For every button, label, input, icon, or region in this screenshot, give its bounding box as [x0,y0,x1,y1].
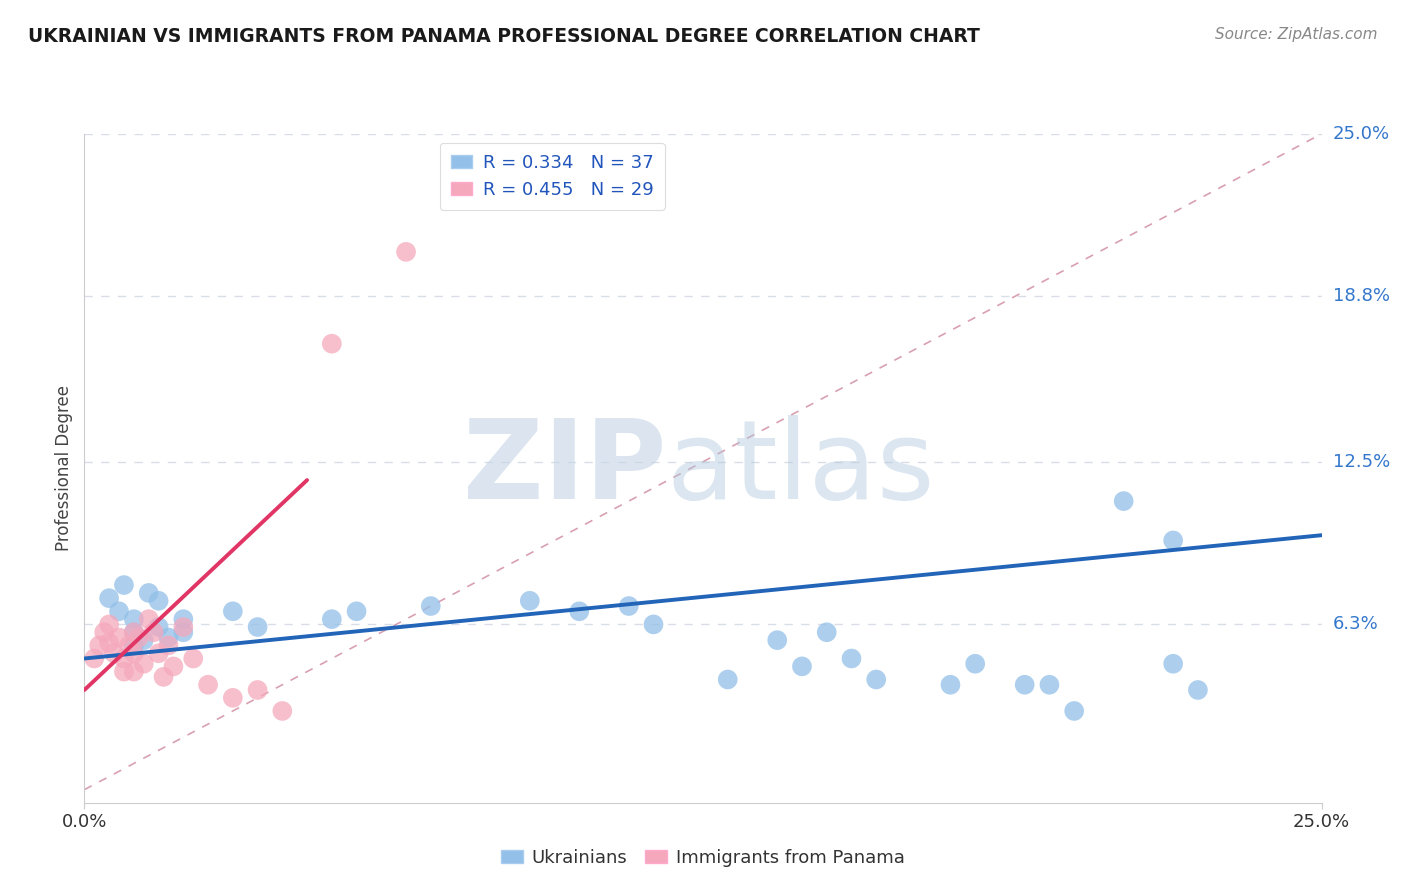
Point [122,625,145,640]
Point [138,586,160,600]
Point [222,690,245,705]
Point [1112,494,1135,508]
Point [152,670,174,684]
Point [122,612,145,626]
Point [172,612,194,626]
Point [222,604,245,618]
Point [157,639,180,653]
Point [138,612,160,626]
Point [148,594,170,608]
Point [98,617,121,632]
Point [1038,678,1060,692]
Point [815,625,838,640]
Point [132,633,155,648]
Point [766,633,789,648]
Text: 12.5%: 12.5% [1333,453,1391,471]
Point [181,651,204,665]
Point [122,639,145,653]
Point [128,631,150,645]
Point [939,678,962,692]
Point [93,625,115,640]
Point [1187,683,1209,698]
Point [865,673,887,687]
Point [419,599,441,613]
Point [148,646,170,660]
Point [132,657,155,671]
Point [98,636,121,650]
Point [246,620,269,634]
Legend: Ukrainians, Immigrants from Panama: Ukrainians, Immigrants from Panama [494,842,912,874]
Text: 6.3%: 6.3% [1333,615,1378,633]
Legend: R = 0.334   N = 37, R = 0.455   N = 29: R = 0.334 N = 37, R = 0.455 N = 29 [440,143,665,210]
Text: 18.8%: 18.8% [1333,287,1389,305]
Point [643,617,665,632]
Point [1063,704,1085,718]
Point [841,651,863,665]
Point [617,599,640,613]
Point [790,659,813,673]
Point [142,625,165,640]
Text: atlas: atlas [666,415,935,522]
Point [89,639,111,653]
Point [321,612,343,626]
Point [717,673,740,687]
Point [172,625,194,640]
Point [197,678,219,692]
Point [112,651,135,665]
Point [965,657,987,671]
Point [519,594,541,608]
Point [108,631,131,645]
Point [122,646,145,660]
Point [122,625,145,640]
Point [1161,657,1184,671]
Point [103,646,125,660]
Point [271,704,294,718]
Point [172,620,194,634]
Y-axis label: Professional Degree: Professional Degree [55,385,73,551]
Point [321,336,343,351]
Point [162,659,184,673]
Point [122,665,145,679]
Point [108,604,131,618]
Text: ZIP: ZIP [463,415,666,522]
Point [1014,678,1036,692]
Text: 25.0%: 25.0% [1333,125,1391,143]
Point [395,244,418,259]
Point [83,651,105,665]
Point [112,665,135,679]
Point [246,683,269,698]
Text: UKRAINIAN VS IMMIGRANTS FROM PANAMA PROFESSIONAL DEGREE CORRELATION CHART: UKRAINIAN VS IMMIGRANTS FROM PANAMA PROF… [28,27,980,45]
Point [346,604,368,618]
Point [98,591,121,606]
Point [568,604,591,618]
Text: Source: ZipAtlas.com: Source: ZipAtlas.com [1215,27,1378,42]
Point [112,578,135,592]
Point [118,639,141,653]
Point [157,631,180,645]
Point [1161,533,1184,548]
Point [148,620,170,634]
